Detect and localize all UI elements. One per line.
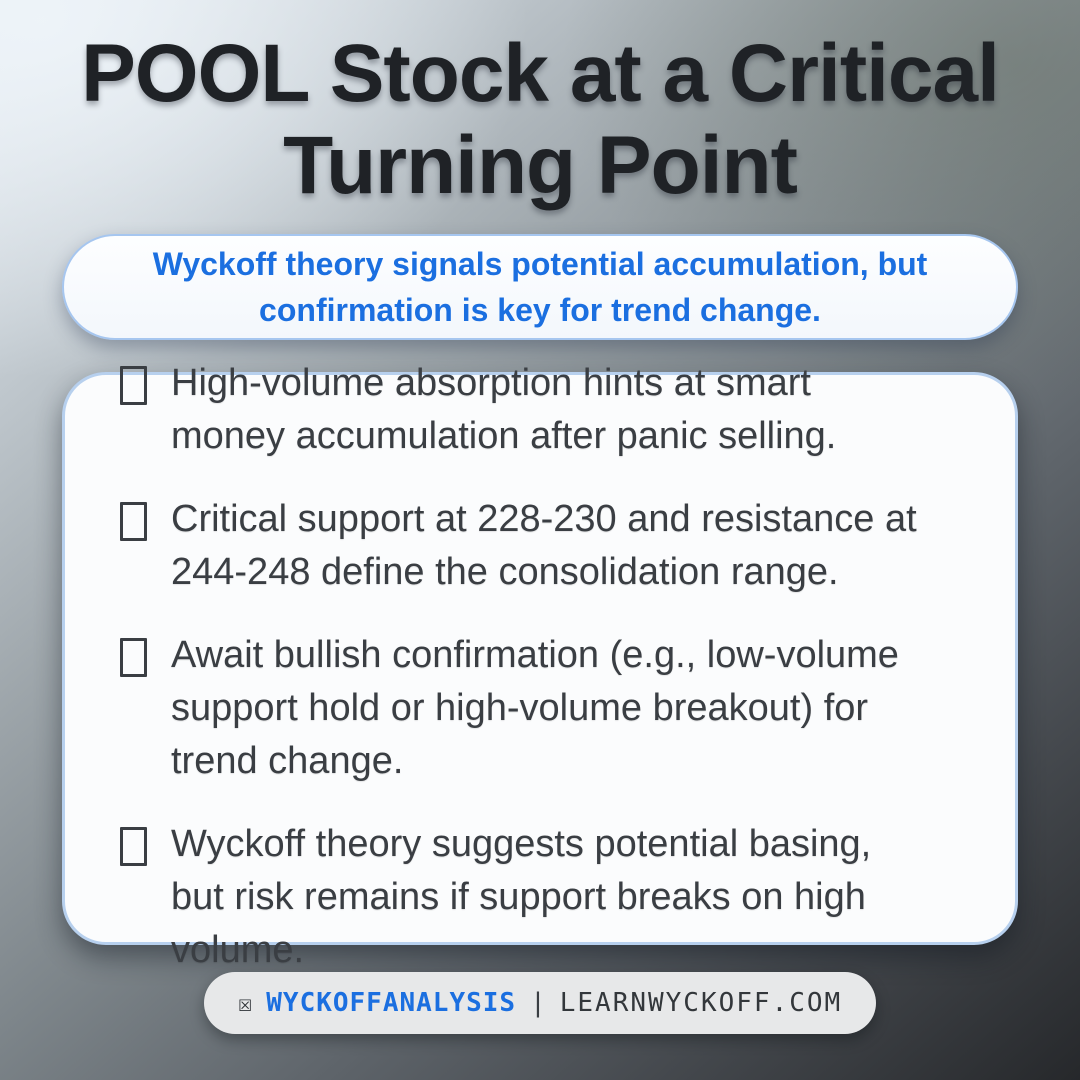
- footer-separator: |: [530, 988, 546, 1018]
- bullet-item: High-volume absorption hints at smart mo…: [120, 357, 967, 463]
- ballot-x-icon: ☒: [237, 989, 253, 1017]
- page-title: POOL Stock at a Critical Turning Point: [81, 28, 1000, 211]
- subtitle-text: Wyckoff theory signals potential accumul…: [152, 246, 928, 328]
- subtitle-pill: Wyckoff theory signals potential accumul…: [62, 234, 1018, 340]
- footer-pill: ☒ WYCKOFFANALYSIS | LEARNWYCKOFF.COM: [204, 972, 876, 1034]
- key-points-card: High-volume absorption hints at smart mo…: [62, 362, 1018, 971]
- bullet-list: High-volume absorption hints at smart mo…: [65, 357, 1015, 977]
- missing-emoji-icon: [120, 502, 147, 541]
- missing-emoji-icon: [120, 827, 147, 866]
- missing-emoji-icon: [120, 638, 147, 677]
- bullet-text: Critical support at 228-230 and resistan…: [171, 498, 917, 593]
- bullet-text: Await bullish confirmation (e.g., low-vo…: [171, 634, 899, 782]
- footer-site: LEARNWYCKOFF.COM: [559, 988, 843, 1018]
- missing-emoji-icon: [120, 366, 147, 405]
- bullet-item: Await bullish confirmation (e.g., low-vo…: [120, 629, 967, 788]
- bullet-text: Wyckoff theory suggests potential basing…: [171, 823, 872, 971]
- bullet-item: Wyckoff theory suggests potential basing…: [120, 818, 967, 977]
- bullet-item: Critical support at 228-230 and resistan…: [120, 493, 967, 599]
- footer-handle: WYCKOFFANALYSIS: [266, 988, 517, 1018]
- bullet-text: High-volume absorption hints at smart mo…: [171, 362, 837, 457]
